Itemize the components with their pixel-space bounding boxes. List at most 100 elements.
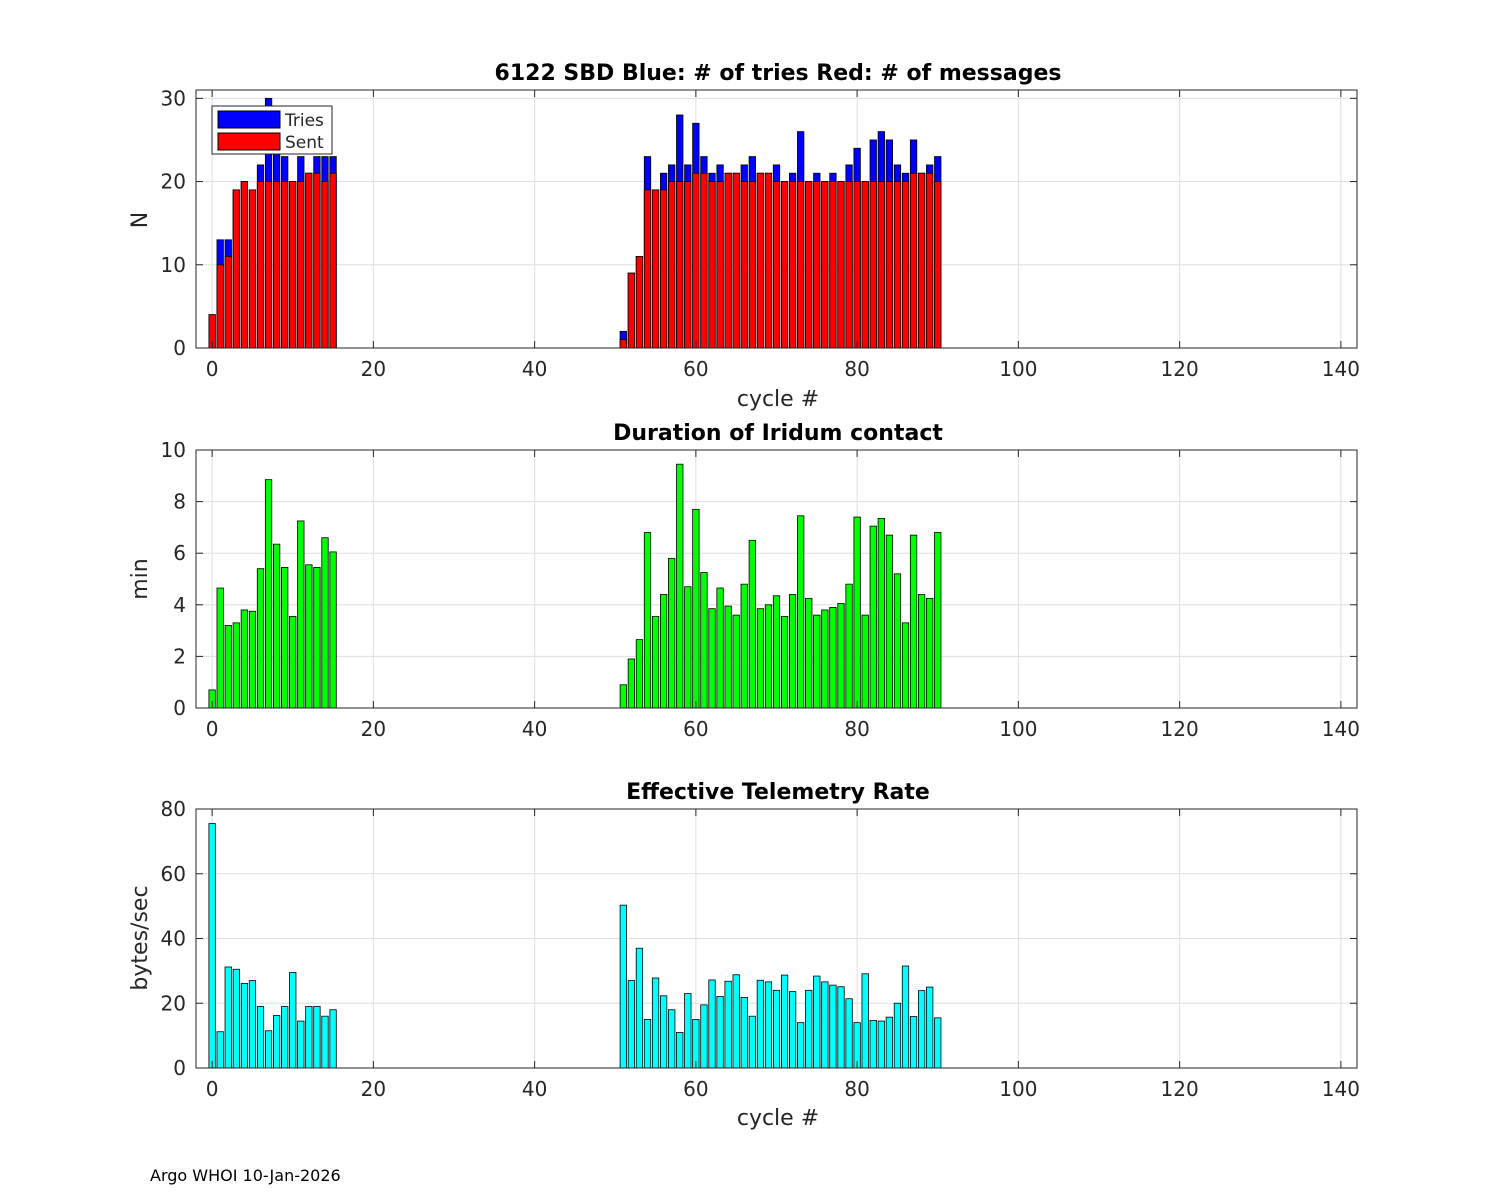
tries-messages-bar-sent-57	[668, 181, 676, 349]
tries-messages-bar-sent-73	[797, 181, 805, 349]
tries-messages-bar-sent-84	[885, 181, 894, 349]
tries-messages-bar-sent-88	[918, 172, 926, 349]
duration-bar-duration-63	[716, 587, 724, 709]
tries-messages-bar-sent-12	[305, 172, 313, 349]
tries-messages-bar-sent-72	[789, 181, 797, 349]
tries-messages-bar-sent-81	[861, 181, 869, 349]
tries-messages-xtick-label: 20	[361, 357, 386, 381]
telemetry-rate-panel: 0 20 40 60 80 100 120 140 0 20 40 60 80 Effective Te…	[128, 780, 1360, 1131]
telemetry-rate-bar-rate-1	[216, 1031, 224, 1069]
tries-messages-ytick-label: 30	[161, 86, 186, 110]
telemetry-rate-bar-rate-4	[240, 983, 248, 1069]
telemetry-rate-bar-rate-56	[660, 995, 668, 1069]
telemetry-rate-xtick-label: 120	[1161, 1077, 1199, 1101]
telemetry-rate-bar-rate-64	[724, 980, 732, 1069]
duration-ytick-label: 2	[173, 644, 186, 668]
tries-messages-bar-sent-60	[692, 172, 700, 349]
tries-messages-panel: 0 20 40 60 80 100 120 140 0 10 20 30 6122 SBD Blue:…	[128, 61, 1360, 412]
tries-messages-bar-sent-64	[724, 172, 732, 349]
telemetry-rate-xtick-label: 80	[844, 1077, 869, 1101]
duration-xtick-label: 20	[361, 717, 386, 741]
duration-bar-duration-69	[764, 604, 773, 709]
duration-bar-duration-56	[660, 594, 668, 709]
duration-bar-duration-64	[724, 605, 732, 709]
duration-bar-duration-15	[329, 551, 337, 709]
telemetry-rate-bar-rate-2	[224, 966, 232, 1069]
duration-bar-duration-52	[627, 658, 636, 709]
telemetry-rate-bar-rate-52	[627, 980, 636, 1069]
duration-bar-duration-7	[264, 479, 273, 709]
telemetry-rate-bar-rate-10	[289, 972, 297, 1069]
telemetry-rate-bar-rate-3	[232, 968, 240, 1069]
telemetry-rate-ytick-label: 40	[161, 927, 186, 951]
duration-bar-duration-80	[853, 516, 861, 709]
duration-ytick-label: 0	[173, 696, 186, 720]
telemetry-rate-bar-rate-77	[829, 984, 837, 1069]
duration-bar-duration-70	[772, 595, 781, 709]
tries-messages-plot-area: 0 20 40 60 80 100 120 140 0 10 20 30	[161, 86, 1360, 381]
telemetry-rate-bar-rate-75	[813, 975, 821, 1069]
tries-messages-bar-sent-62	[708, 181, 716, 349]
telemetry-rate-xtick-label: 60	[683, 1077, 708, 1101]
legend-label-sent: Sent	[285, 133, 324, 153]
telemetry-rate-bar-rate-88	[918, 990, 926, 1069]
telemetry-rate-bar-rate-12	[305, 1006, 313, 1069]
duration-bar-duration-85	[893, 573, 902, 709]
tries-messages-bar-sent-56	[660, 189, 668, 349]
duration-bar-duration-10	[289, 616, 297, 709]
duration-bar-duration-89	[926, 597, 934, 709]
tries-messages-bar-sent-54	[643, 189, 652, 349]
duration-bar-duration-11	[297, 520, 305, 709]
telemetry-rate-xtick-label: 40	[522, 1077, 547, 1101]
telemetry-rate-bar-rate-58	[676, 1031, 684, 1069]
tries-messages-xtick-label: 40	[522, 357, 547, 381]
tries-messages-bar-sent-68	[756, 172, 765, 349]
telemetry-rate-bar-rate-54	[643, 1019, 652, 1069]
duration-plot-area: 0 20 40 60 80 100 120 140 0 2 4 6 8 10	[161, 438, 1360, 741]
legend-swatch-sent	[217, 132, 281, 151]
tries-messages-bar-sent-85	[893, 181, 902, 349]
tries-messages-bar-sent-51	[619, 339, 627, 349]
duration-bar-duration-77	[829, 606, 837, 709]
duration-bar-duration-62	[708, 608, 716, 709]
telemetry-rate-bar-rate-79	[845, 998, 853, 1069]
tries-messages-bar-sent-13	[313, 172, 321, 349]
duration-xtick-label: 40	[522, 717, 547, 741]
duration-bar-duration-72	[789, 594, 797, 709]
duration-bar-duration-61	[700, 572, 708, 709]
telemetry-rate-bar-rate-9	[281, 1006, 289, 1069]
tries-messages-xtick-label: 80	[844, 357, 869, 381]
telemetry-rate-ytick-label: 80	[161, 797, 186, 821]
telemetry-rate-bar-rate-83	[877, 1020, 885, 1069]
legend-swatch-tries	[217, 110, 281, 129]
telemetry-rate-bar-rate-60	[692, 1019, 700, 1069]
duration-bar-duration-66	[740, 583, 748, 709]
tries-messages-bar-sent-53	[635, 256, 644, 349]
duration-bar-duration-53	[635, 639, 644, 709]
tries-messages-bar-sent-6	[256, 181, 265, 349]
tries-messages-xtick-label: 140	[1322, 357, 1360, 381]
duration-bar-duration-57	[668, 557, 676, 709]
duration-bar-duration-13	[313, 566, 321, 709]
tries-messages-bar-sent-71	[780, 181, 789, 349]
telemetry-rate-bar-rate-74	[805, 989, 813, 1069]
tries-messages-bar-sent-2	[224, 256, 232, 349]
tries-messages-bar-sent-77	[829, 181, 837, 349]
duration-xtick-label: 60	[683, 717, 708, 741]
telemetry-rate-ytick-label: 0	[173, 1056, 186, 1080]
telemetry-rate-xtick-label: 140	[1322, 1077, 1360, 1101]
duration-panel: 0 20 40 60 80 100 120 140 0 2 4 6 8 10 Duration of Ir…	[128, 421, 1360, 741]
duration-bar-duration-2	[224, 625, 232, 709]
duration-bar-duration-67	[748, 539, 756, 709]
duration-bar-duration-9	[281, 566, 289, 709]
telemetry-rate-bar-rate-84	[885, 1016, 894, 1069]
duration-bar-duration-71	[780, 616, 789, 709]
telemetry-rate-bar-rate-70	[772, 989, 781, 1069]
telemetry-rate-bar-rate-11	[297, 1020, 305, 1069]
tries-messages-ytick-label: 10	[161, 253, 186, 277]
telemetry-rate-bar-rate-0	[208, 823, 216, 1069]
tries-messages-ylabel: N	[128, 212, 153, 228]
legend-label-tries: Tries	[284, 111, 324, 131]
tries-messages-bar-sent-70	[772, 181, 781, 349]
